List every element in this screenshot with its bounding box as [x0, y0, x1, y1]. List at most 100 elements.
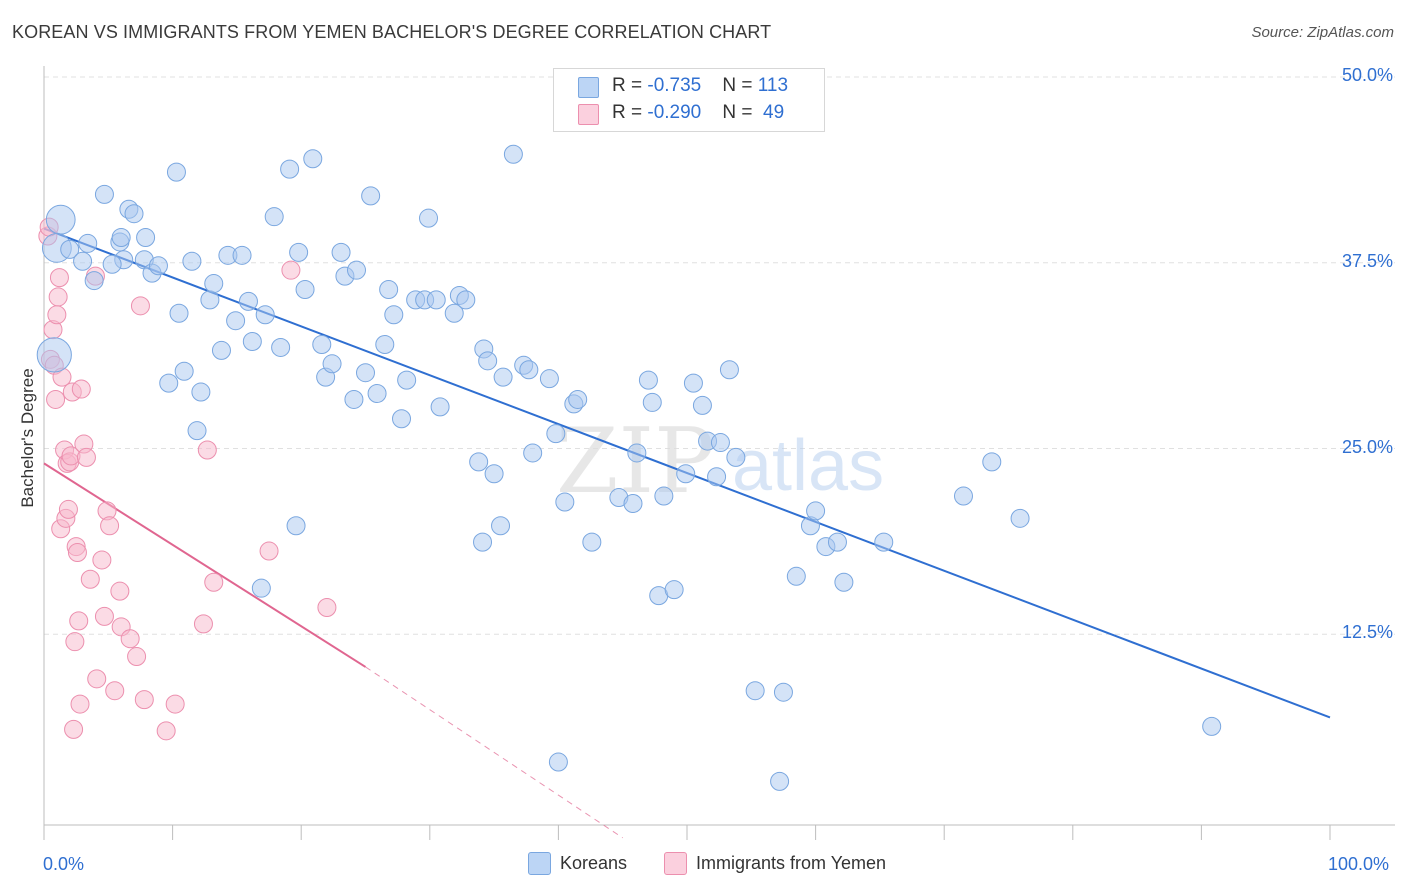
point-yemen — [49, 268, 69, 288]
point-yemen — [105, 681, 125, 701]
point-koreans — [211, 340, 231, 360]
point-koreans — [491, 516, 511, 536]
point-koreans — [834, 572, 854, 592]
point-koreans — [623, 493, 643, 513]
point-koreans — [289, 242, 309, 262]
point-yemen — [94, 606, 114, 626]
point-koreans — [356, 363, 375, 383]
point-koreans — [379, 279, 399, 299]
point-koreans — [676, 464, 696, 484]
point-koreans — [469, 452, 489, 472]
point-koreans — [874, 532, 894, 552]
point-koreans — [204, 274, 224, 294]
x-tick-label-max: 100.0% — [1328, 854, 1390, 874]
point-koreans — [322, 354, 342, 374]
point-koreans — [384, 305, 404, 325]
point-yemen — [127, 647, 147, 667]
chart-title: KOREAN VS IMMIGRANTS FROM YEMEN BACHELOR… — [12, 22, 772, 42]
trend-line-yemen-extension — [365, 666, 623, 839]
legend-label-koreans: Koreans — [560, 853, 628, 873]
y-tick-label: 37.5% — [1341, 250, 1393, 271]
point-yemen — [193, 614, 213, 634]
point-koreans — [159, 373, 179, 393]
legend-swatch-pink — [664, 852, 687, 875]
point-koreans — [478, 351, 498, 371]
point-koreans — [786, 566, 806, 586]
point-koreans — [331, 242, 351, 262]
point-yemen — [197, 440, 217, 460]
point-yemen — [64, 719, 84, 739]
point-koreans — [546, 424, 566, 444]
point-koreans — [707, 467, 727, 487]
point-koreans — [627, 443, 647, 463]
point-yemen — [67, 543, 87, 563]
legend-swatch-blue — [528, 852, 551, 875]
point-koreans — [78, 233, 98, 253]
point-yemen — [58, 499, 78, 519]
point-koreans — [493, 367, 513, 387]
point-yemen — [259, 541, 279, 561]
point-yemen — [70, 694, 90, 714]
point-koreans — [124, 204, 144, 224]
point-koreans — [1202, 716, 1222, 736]
point-koreans — [169, 303, 189, 323]
correlation-legend: R = -0.735 N = 113 R = -0.290 N = 49 — [553, 68, 825, 132]
legend-r-value: -0.735 — [647, 75, 702, 96]
point-koreans — [456, 290, 476, 310]
point-yemen — [204, 572, 224, 592]
point-koreans — [397, 370, 417, 390]
point-koreans — [295, 279, 315, 299]
y-tick-label: 25.0% — [1341, 436, 1393, 457]
point-koreans — [519, 360, 539, 380]
point-yemen — [47, 305, 67, 325]
point-koreans — [45, 204, 76, 235]
point-koreans — [286, 516, 306, 536]
point-koreans — [664, 580, 684, 600]
point-koreans — [473, 532, 493, 552]
point-koreans — [251, 578, 271, 598]
point-koreans — [255, 305, 275, 325]
point-koreans — [654, 486, 674, 506]
point-koreans — [280, 159, 300, 179]
point-yemen — [156, 721, 176, 741]
point-koreans — [60, 239, 80, 259]
point-yemen — [92, 550, 112, 570]
point-yemen — [80, 569, 100, 589]
point-koreans — [484, 464, 504, 484]
point-koreans — [242, 332, 262, 352]
point-koreans — [419, 208, 439, 228]
point-koreans — [745, 681, 765, 701]
legend-n-value: 113 — [757, 75, 789, 96]
point-koreans — [166, 162, 186, 182]
y-axis-label-wrap: Bachelor's Degree — [16, 340, 40, 540]
legend-swatch-blue — [578, 77, 599, 98]
point-koreans — [232, 245, 252, 265]
point-koreans — [238, 291, 258, 311]
data-points — [36, 144, 1222, 791]
y-tick-label: 12.5% — [1341, 622, 1393, 643]
point-koreans — [84, 271, 104, 291]
point-koreans — [770, 771, 790, 791]
grid-lines — [44, 76, 1395, 635]
point-koreans — [523, 443, 543, 463]
point-koreans — [953, 486, 973, 506]
point-koreans — [392, 409, 412, 429]
legend-n-value: 49 — [757, 102, 785, 123]
point-yemen — [71, 379, 91, 399]
legend-r-value: -0.290 — [647, 102, 702, 123]
point-koreans — [191, 382, 211, 402]
point-koreans — [264, 207, 284, 227]
point-yemen — [120, 629, 140, 649]
point-koreans — [226, 311, 246, 331]
point-koreans — [271, 337, 291, 357]
point-koreans — [638, 370, 658, 390]
y-axis-label: Bachelor's Degree — [18, 368, 37, 508]
point-koreans — [642, 392, 662, 412]
legend-n-label: N = — [722, 102, 758, 123]
point-yemen — [134, 690, 154, 710]
point-koreans — [568, 389, 588, 409]
point-yemen — [281, 260, 301, 280]
point-koreans — [582, 532, 602, 552]
point-koreans — [692, 395, 712, 415]
point-yemen — [65, 632, 85, 652]
